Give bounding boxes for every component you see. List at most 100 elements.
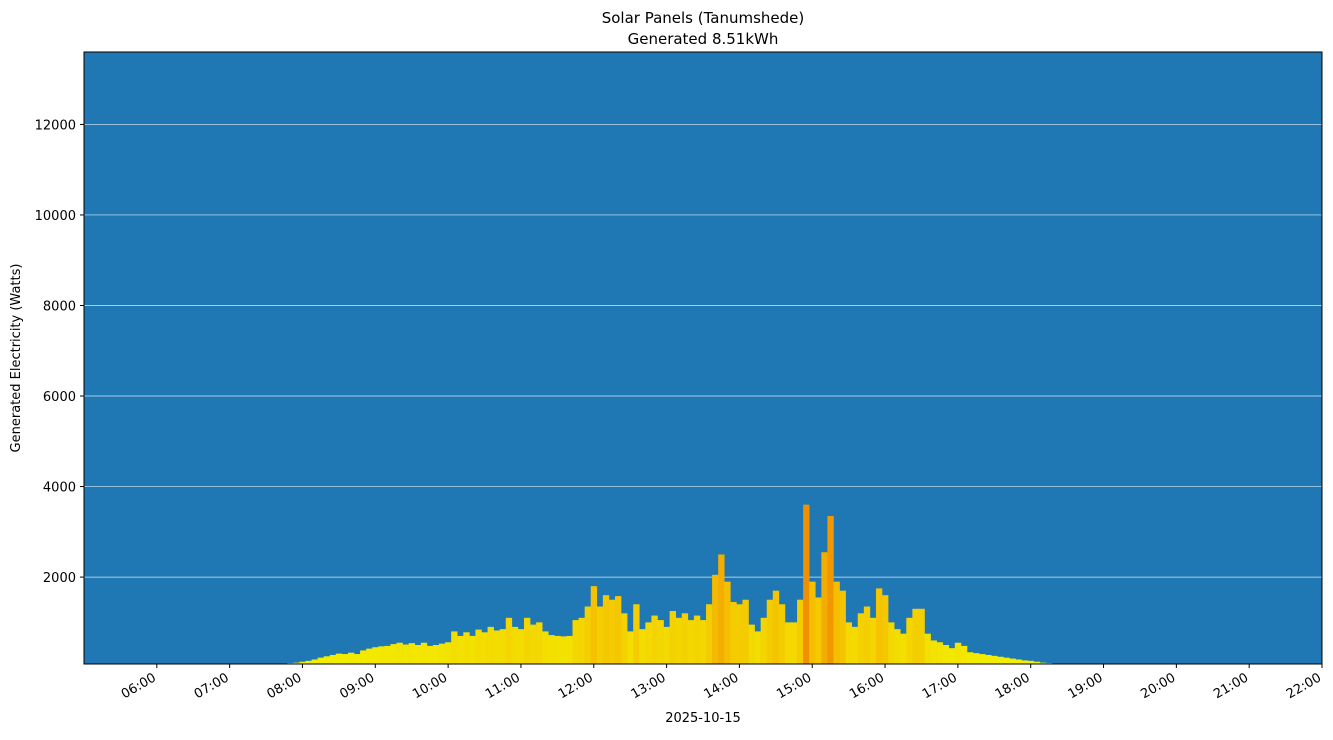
bar (791, 622, 797, 664)
bar (900, 634, 906, 664)
bar (779, 604, 785, 664)
bar (906, 618, 912, 664)
x-tick-label: 07:00 (192, 670, 232, 702)
bar (676, 618, 682, 664)
bar (481, 632, 487, 664)
bar (943, 645, 949, 664)
bar (645, 622, 651, 664)
bar (682, 613, 688, 664)
bar (573, 620, 579, 664)
bar (488, 627, 494, 664)
x-tick-label: 18:00 (993, 670, 1033, 702)
bar (664, 627, 670, 664)
bar (985, 655, 991, 664)
bar (500, 629, 506, 664)
x-tick-label: 09:00 (337, 670, 377, 702)
bar (403, 645, 409, 664)
x-tick-label: 22:00 (1284, 670, 1324, 702)
bar (378, 646, 384, 664)
bar (409, 643, 415, 664)
bar (360, 650, 366, 664)
bar (670, 611, 676, 664)
x-axis-label: 2025-10-15 (665, 711, 741, 726)
bar (542, 631, 548, 664)
bar (336, 654, 342, 664)
chart-title: Solar Panels (Tanumshede) (602, 9, 805, 27)
bar (767, 600, 773, 664)
bar (415, 645, 421, 664)
x-tick-label: 19:00 (1066, 670, 1106, 702)
bar (469, 636, 475, 664)
bar (651, 616, 657, 664)
y-tick-label: 2000 (43, 571, 76, 586)
bar (797, 600, 803, 664)
bar (688, 620, 694, 664)
bar (840, 591, 846, 664)
bar (330, 655, 336, 664)
bar (858, 613, 864, 664)
bar (773, 591, 779, 664)
bar (615, 596, 621, 664)
bar (475, 630, 481, 664)
y-tick-label: 8000 (43, 299, 76, 314)
bar (512, 627, 518, 664)
bar (724, 582, 730, 664)
x-tick-label: 17:00 (920, 670, 960, 702)
x-tick-label: 21:00 (1211, 670, 1251, 702)
bar (997, 657, 1003, 664)
bar (979, 654, 985, 664)
bar (657, 620, 663, 664)
bar (785, 622, 791, 664)
bar (433, 645, 439, 664)
bar (973, 653, 979, 664)
bar (925, 634, 931, 664)
bar (712, 575, 718, 664)
bar (809, 582, 815, 664)
bar (761, 618, 767, 664)
bar (603, 595, 609, 664)
bar (694, 616, 700, 664)
bar (870, 618, 876, 664)
bar (833, 582, 839, 664)
y-tick-label: 6000 (43, 390, 76, 405)
bar (821, 552, 827, 664)
bar (494, 631, 500, 664)
bar (621, 613, 627, 664)
bar (439, 644, 445, 664)
bar (427, 646, 433, 664)
bar (548, 635, 554, 664)
x-tick-label: 15:00 (774, 670, 814, 702)
bar (506, 618, 512, 664)
y-axis-label: Generated Electricity (Watts) (9, 264, 24, 453)
bar (342, 654, 348, 664)
bar (566, 636, 572, 664)
bar (967, 652, 973, 664)
bar (937, 642, 943, 664)
bar (1016, 659, 1022, 664)
bar (312, 659, 318, 664)
bar (852, 627, 858, 664)
x-tick-label: 20:00 (1138, 670, 1178, 702)
bar (318, 658, 324, 664)
bar (536, 622, 542, 664)
bar (627, 631, 633, 664)
x-tick-label: 11:00 (483, 670, 523, 702)
bar (397, 643, 403, 664)
bar (991, 656, 997, 664)
bar (1003, 658, 1009, 664)
x-tick-label: 13:00 (629, 670, 669, 702)
bar (451, 631, 457, 664)
bar (864, 607, 870, 664)
x-tick-label: 06:00 (119, 670, 159, 702)
plot-background (84, 52, 1322, 664)
bar (949, 648, 955, 664)
y-tick-label: 12000 (35, 118, 76, 133)
bar (324, 656, 330, 664)
bar (961, 646, 967, 664)
bar (755, 631, 761, 664)
bar (372, 647, 378, 664)
x-tick-label: 14:00 (701, 670, 741, 702)
bar (742, 600, 748, 664)
bar (530, 625, 536, 664)
